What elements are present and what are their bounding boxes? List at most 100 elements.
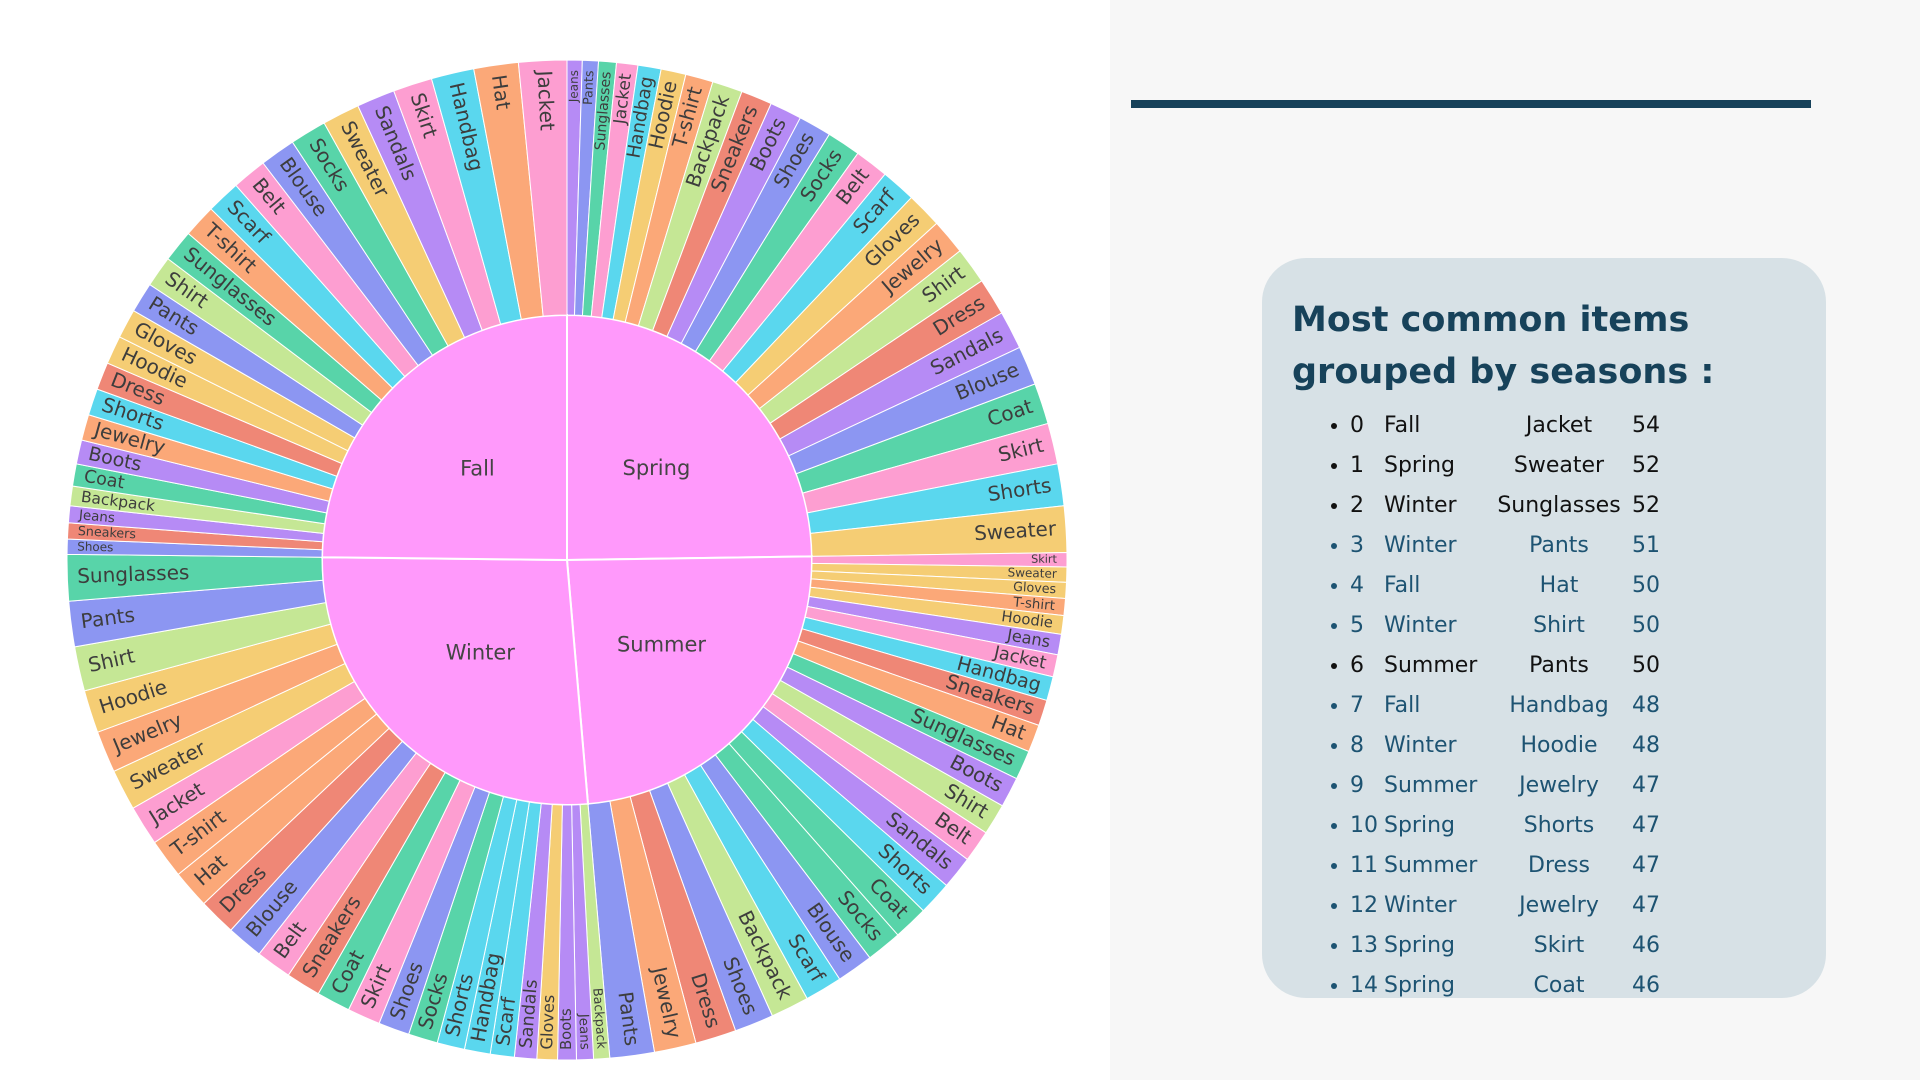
item-label: Gloves xyxy=(537,994,558,1050)
item-slice[interactable] xyxy=(517,59,568,317)
summary-season: Spring xyxy=(1384,973,1455,998)
summary-index: 5 xyxy=(1350,613,1364,638)
summary-count: 46 xyxy=(1632,973,1660,998)
item-label: Gloves xyxy=(1013,579,1057,597)
summary-index: 13 xyxy=(1350,933,1378,958)
summary-item: Coat xyxy=(1533,973,1585,998)
summary-item: Jacket xyxy=(1525,413,1593,438)
summary-item: Shirt xyxy=(1533,613,1585,638)
item-label: Hoodie xyxy=(1000,608,1054,632)
summary-season: Winter xyxy=(1384,493,1457,518)
item-label: Sweater xyxy=(973,516,1057,545)
summary-item: Sunglasses xyxy=(1497,493,1621,518)
summary-index: 4 xyxy=(1350,573,1364,598)
summary-list-item: 2 Winter Sunglasses 52 xyxy=(1350,486,1672,526)
summary-season: Winter xyxy=(1384,893,1457,918)
summary-index: 6 xyxy=(1350,653,1364,678)
summary-index: 12 xyxy=(1350,893,1378,918)
summary-season: Fall xyxy=(1384,413,1421,438)
summary-count: 50 xyxy=(1632,573,1660,598)
summary-index: 2 xyxy=(1350,493,1364,518)
summary-season: Spring xyxy=(1384,933,1455,958)
summary-list-item: 5 Winter Shirt 50 xyxy=(1350,606,1672,646)
summary-count: 50 xyxy=(1632,653,1660,678)
item-label: T-shirt xyxy=(1012,595,1056,614)
summary-count: 51 xyxy=(1632,533,1660,558)
summary-index: 9 xyxy=(1350,773,1364,798)
summary-list-item: 0 Fall Jacket 54 xyxy=(1350,406,1672,446)
item-label: Jeans xyxy=(567,70,582,103)
item-label: Hat xyxy=(487,73,516,111)
summary-item: Dress xyxy=(1528,853,1590,878)
season-label: Spring xyxy=(623,456,691,480)
item-label: Sunglasses xyxy=(592,71,614,151)
summary-index: 7 xyxy=(1350,693,1364,718)
summary-item: Sweater xyxy=(1513,453,1605,478)
summary-item: Jewelry xyxy=(1519,893,1599,918)
summary-list-item: 7 Fall Handbag 48 xyxy=(1350,686,1672,726)
summary-season: Summer xyxy=(1384,773,1478,798)
summary-season: Winter xyxy=(1384,613,1457,638)
summary-season: Summer xyxy=(1384,853,1478,878)
summary-count: 46 xyxy=(1632,933,1660,958)
summary-index: 8 xyxy=(1350,733,1364,758)
summary-count: 54 xyxy=(1632,413,1660,438)
summary-list-item: 1 Spring Sweater 52 xyxy=(1350,446,1672,486)
summary-count: 47 xyxy=(1632,893,1660,918)
item-label: Jeans xyxy=(575,1013,591,1050)
summary-season: Winter xyxy=(1384,733,1457,758)
sunburst-chart: JeansPantsSunglassesJacketHandbagHoodieT… xyxy=(66,59,1068,1061)
item-label: Backpack xyxy=(590,987,609,1049)
item-label: Pants xyxy=(580,70,597,105)
season-label: Summer xyxy=(617,632,706,656)
summary-index: 1 xyxy=(1350,453,1364,478)
summary-count: 47 xyxy=(1632,773,1660,798)
item-label: Jacket xyxy=(533,68,560,131)
summary-title: Most common items grouped by seasons : xyxy=(1292,300,1715,392)
summary-list-item: 9 Summer Jewelry 47 xyxy=(1350,766,1672,806)
summary-item: Jewelry xyxy=(1519,773,1599,798)
summary-item: Hoodie xyxy=(1520,733,1598,758)
season-label: Fall xyxy=(460,456,495,480)
season-label: Winter xyxy=(446,640,516,664)
summary-count: 50 xyxy=(1632,613,1660,638)
summary-index: 3 xyxy=(1350,533,1364,558)
summary-index: 11 xyxy=(1350,853,1378,878)
summary-count: 47 xyxy=(1632,813,1660,838)
item-label: Sweater xyxy=(1007,565,1057,580)
summary-count: 48 xyxy=(1632,693,1660,718)
summary-index: 14 xyxy=(1350,973,1378,998)
item-label: Sneakers xyxy=(77,523,136,541)
chart-area: Jeans Pants Sunglasses Jacket Handbag Hoodie T… xyxy=(66,59,1068,1061)
summary-season: Fall xyxy=(1384,693,1421,718)
summary-item: Hat xyxy=(1539,573,1579,598)
summary-list-item: 4 Fall Hat 50 xyxy=(1350,566,1672,606)
item-label: Jeans xyxy=(77,508,115,526)
item-label: Shoes xyxy=(77,539,114,554)
summary-list-item: 6 Summer Pants 50 xyxy=(1350,646,1672,686)
summary-season: Fall xyxy=(1384,573,1421,598)
summary-item: Pants xyxy=(1529,533,1589,558)
item-label: Skirt xyxy=(1031,553,1058,566)
summary-count: 52 xyxy=(1632,493,1660,518)
item-label: Boots xyxy=(558,1008,575,1050)
item-label: Sunglasses xyxy=(77,560,190,588)
summary-season: Summer xyxy=(1384,653,1478,678)
summary-count: 47 xyxy=(1632,853,1660,878)
summary-list-item: 3 Winter Pants 51 xyxy=(1350,526,1672,566)
header-rule xyxy=(1131,100,1811,108)
summary-index: 0 xyxy=(1350,413,1364,438)
summary-item: Pants xyxy=(1529,653,1589,678)
summary-season: Winter xyxy=(1384,533,1457,558)
summary-list-item: 8 Winter Hoodie 48 xyxy=(1350,726,1672,766)
summary-item: Shorts xyxy=(1523,813,1595,838)
summary-item: Skirt xyxy=(1533,933,1585,958)
summary-count: 48 xyxy=(1632,733,1660,758)
summary-item: Handbag xyxy=(1509,693,1609,718)
summary-index: 10 xyxy=(1350,813,1378,838)
